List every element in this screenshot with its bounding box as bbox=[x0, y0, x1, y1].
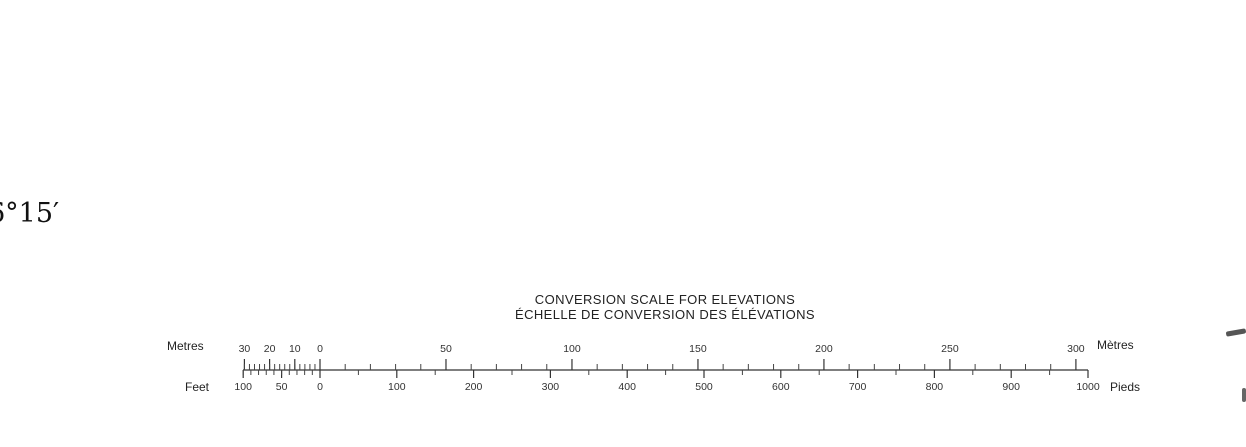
metres-tick-label: 50 bbox=[440, 343, 452, 355]
elevation-conversion-scale: 30 20 10 0 50 100 150 200 250 300 100 50 0 100 200 300… bbox=[234, 343, 1100, 393]
feet-label-left: Feet bbox=[185, 380, 210, 394]
scale-title-french: ÉCHELLE DE CONVERSION DES ÉLÉVATIONS bbox=[515, 307, 815, 322]
feet-label-right: Pieds bbox=[1110, 380, 1141, 394]
metres-scale: 30 20 10 0 50 100 150 200 250 300 bbox=[239, 343, 1085, 370]
feet-tick-label: 1000 bbox=[1076, 381, 1100, 393]
metres-label-left: Metres bbox=[167, 339, 204, 353]
metres-tick-label: 100 bbox=[563, 343, 581, 355]
feet-tick-label: 300 bbox=[542, 381, 560, 393]
metres-tick-label: 0 bbox=[317, 343, 323, 355]
minor-ticks bbox=[242, 364, 1052, 375]
scale-titles: CONVERSION SCALE FOR ELEVATIONS ÉCHELLE … bbox=[430, 292, 900, 322]
metres-tick-label: 300 bbox=[1067, 343, 1085, 355]
metres-tick-label: 250 bbox=[941, 343, 959, 355]
feet-tick-label: 400 bbox=[618, 381, 636, 393]
map-edge-mark bbox=[1242, 388, 1246, 402]
metres-label-right: Mètres bbox=[1097, 338, 1134, 352]
feet-tick-label: 900 bbox=[1002, 381, 1020, 393]
feet-tick-label: 100 bbox=[234, 381, 252, 393]
metres-tick-label: 200 bbox=[815, 343, 833, 355]
feet-tick-label: 700 bbox=[849, 381, 867, 393]
feet-tick-label: 600 bbox=[772, 381, 790, 393]
metres-tick-label: 30 bbox=[239, 343, 251, 355]
scale-title-english: CONVERSION SCALE FOR ELEVATIONS bbox=[534, 292, 796, 307]
feet-tick-label: 0 bbox=[317, 381, 323, 393]
metres-tick-label: 10 bbox=[289, 343, 301, 355]
feet-tick-label: 500 bbox=[695, 381, 713, 393]
feet-tick-label: 800 bbox=[926, 381, 944, 393]
metres-tick-label: 20 bbox=[264, 343, 276, 355]
metres-tick-label: 150 bbox=[689, 343, 707, 355]
feet-tick-label: 200 bbox=[465, 381, 483, 393]
coordinate-label: 6°15′ bbox=[0, 198, 60, 229]
feet-scale: 100 50 0 100 200 300 400 500 600 700 800 900 1000 bbox=[234, 370, 1100, 393]
feet-tick-label: 100 bbox=[388, 381, 406, 393]
feet-tick-label: 50 bbox=[276, 381, 288, 393]
